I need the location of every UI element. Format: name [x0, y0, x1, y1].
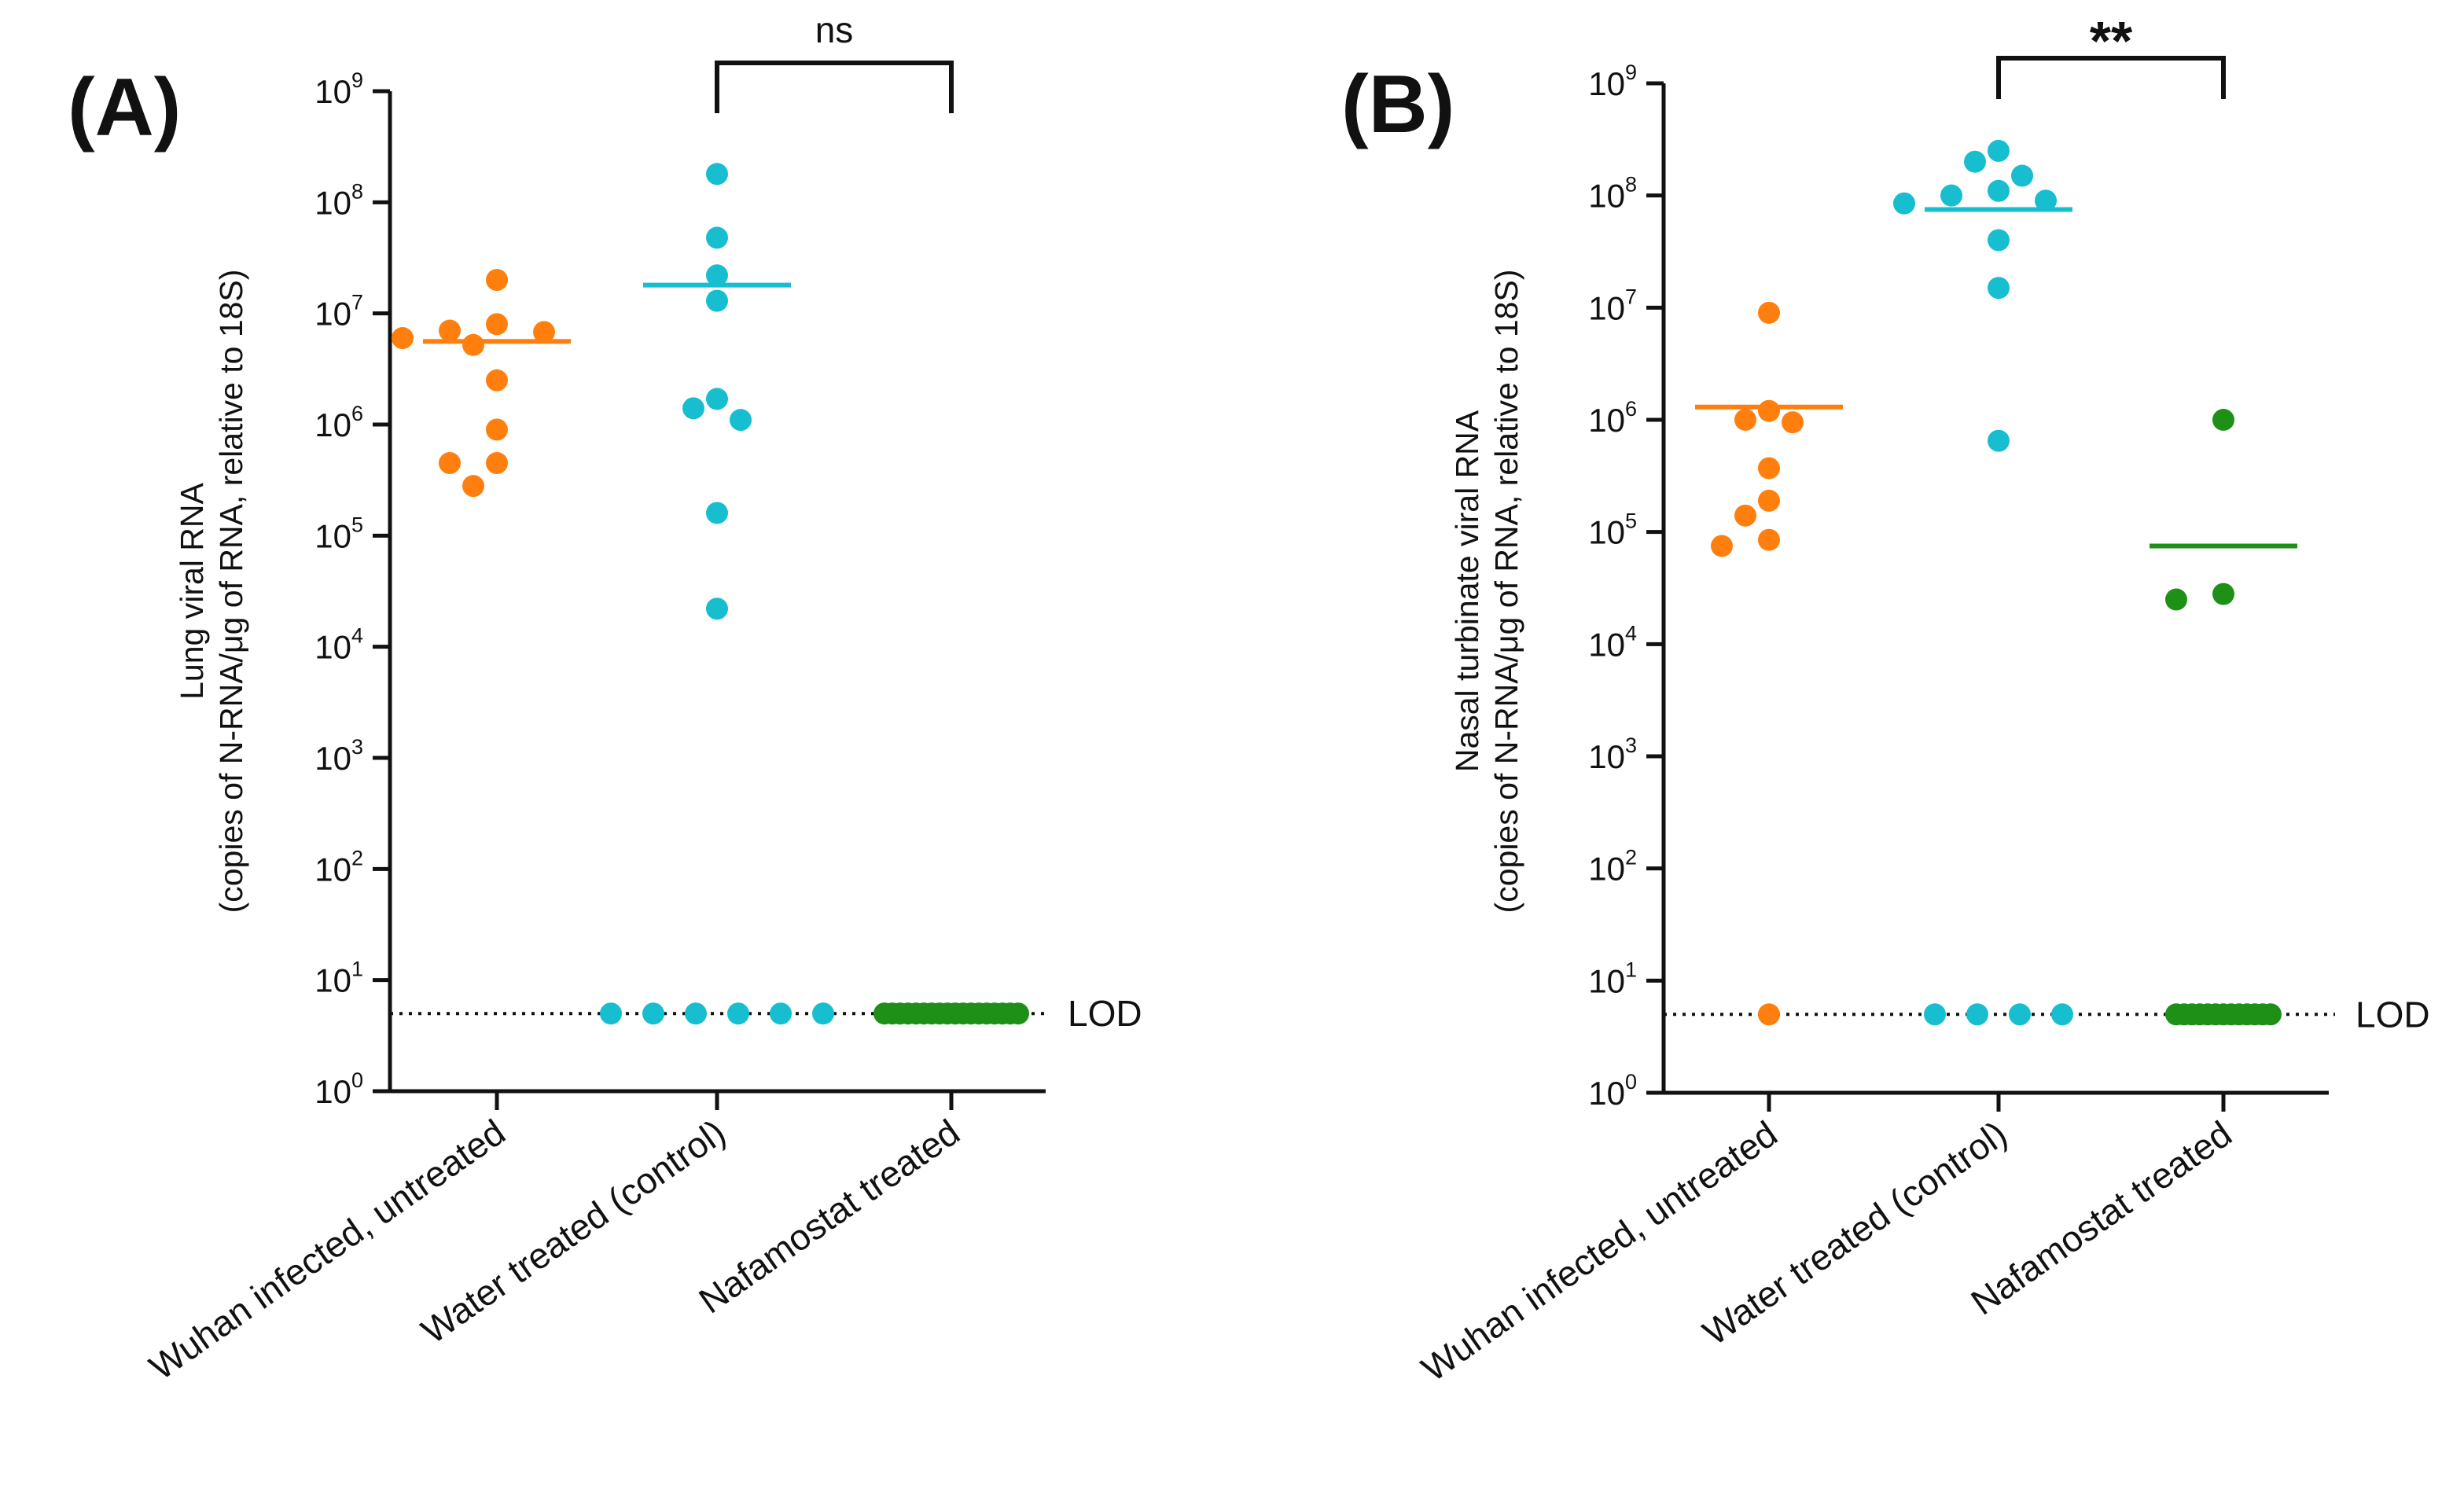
y-axis-title: Nasal turbinate viral RNA: [1449, 410, 1485, 772]
data-point: [1964, 150, 1986, 173]
data-point: [1966, 1003, 1988, 1026]
y-tick-label: 109: [314, 68, 363, 110]
series-untreated: [1695, 301, 1843, 1026]
data-point: [1988, 229, 2010, 252]
data-point: [642, 1002, 664, 1025]
significance-label: **: [2090, 10, 2133, 72]
data-point: [1758, 1003, 1780, 1026]
y-tick-label: 102: [314, 846, 363, 888]
data-point: [1711, 535, 1733, 557]
data-point: [462, 333, 484, 356]
data-point: [533, 321, 555, 344]
data-point: [706, 388, 728, 410]
data-point: [486, 418, 508, 441]
data-point: [1758, 457, 1780, 480]
y-tick-label: 105: [1588, 509, 1637, 551]
data-point: [2051, 1003, 2073, 1026]
y-tick-label: 107: [314, 291, 363, 333]
series-nafamostat: [873, 1002, 1029, 1025]
y-tick-label: 109: [1588, 61, 1637, 102]
y-axis-title: Lung viral RNA: [174, 482, 210, 699]
y-tick-label: 104: [314, 624, 363, 666]
data-point: [706, 163, 728, 186]
data-point: [486, 269, 508, 292]
data-point: [392, 327, 414, 350]
data-point: [706, 597, 728, 620]
y-tick-label: 106: [314, 402, 363, 443]
y-tick-label: 103: [1588, 733, 1637, 775]
data-point: [1782, 411, 1804, 434]
data-point: [2009, 1003, 2031, 1026]
data-point: [462, 475, 484, 498]
series-nafamostat: [2150, 409, 2297, 1026]
y-tick-label: 108: [1588, 173, 1637, 215]
data-point: [1758, 301, 1780, 324]
data-point: [1924, 1003, 1946, 1026]
significance-bracket: [715, 61, 954, 113]
data-point: [770, 1002, 792, 1025]
data-point: [2212, 583, 2234, 605]
data-point: [486, 452, 508, 475]
significance-label: ns: [815, 9, 854, 50]
data-point: [486, 313, 508, 336]
series-control: [600, 163, 834, 1025]
lod-label: LOD: [1068, 993, 1142, 1034]
data-point: [1893, 192, 1915, 215]
data-point: [439, 452, 461, 475]
chart-panel-a: (A) 100 101 102 103 104 105 106 107 108 109 Lung vi…: [68, 9, 1142, 1388]
data-point: [2011, 164, 2033, 187]
y-tick-label: 103: [314, 735, 363, 777]
data-point: [1758, 399, 1780, 422]
data-point: [812, 1002, 834, 1025]
y-tick-label: 105: [314, 513, 363, 554]
data-point: [685, 1002, 707, 1025]
y-tick-label: 101: [1588, 958, 1637, 999]
data-point: [1007, 1002, 1029, 1025]
data-point: [2260, 1003, 2282, 1026]
data-point: [1734, 409, 1756, 431]
series-control: [1893, 139, 2073, 1026]
x-category-label: Wuhan infected, untreated: [1414, 1113, 1785, 1390]
series-untreated: [392, 269, 571, 498]
data-point: [1988, 277, 2010, 300]
data-point: [706, 226, 728, 249]
panel-label: (A): [68, 62, 181, 153]
y-tick-label: 107: [1588, 285, 1637, 326]
data-point: [1988, 429, 2010, 452]
x-category-label: Wuhan infected, untreated: [142, 1112, 513, 1388]
data-point: [706, 502, 728, 524]
y-tick-label: 104: [1588, 621, 1637, 663]
data-point: [439, 319, 461, 342]
y-axis-subtitle: (copies of N-RNA/μg of RNA, relative to …: [213, 270, 249, 914]
data-point: [706, 289, 728, 312]
data-point: [1758, 489, 1780, 512]
data-point: [600, 1002, 622, 1025]
y-tick-label: 108: [314, 179, 363, 221]
data-point: [730, 409, 752, 432]
panel-label: (B): [1341, 59, 1454, 150]
x-category-label: Nafamostat treated: [691, 1112, 966, 1322]
data-point: [706, 264, 728, 287]
data-point: [2035, 189, 2057, 212]
data-point: [727, 1002, 749, 1025]
data-point: [1940, 184, 1962, 207]
data-point: [1734, 504, 1756, 527]
lod-label: LOD: [2356, 994, 2430, 1035]
chart-panel-b: (B) 100 101 102 103 104 105 106 107 108 109 Nasal t…: [1341, 10, 2430, 1389]
data-point: [486, 369, 508, 392]
y-tick-label: 101: [314, 958, 363, 999]
data-point: [2212, 409, 2234, 431]
data-point: [682, 397, 704, 420]
y-tick-label: 100: [314, 1068, 363, 1110]
y-tick-label: 102: [1588, 846, 1637, 888]
data-point: [1988, 179, 2010, 202]
significance-bracket: [1996, 56, 2226, 99]
data-point: [1758, 528, 1780, 551]
y-axis-subtitle: (copies of N-RNA/μg of RNA, relative to …: [1488, 270, 1524, 914]
data-point: [2165, 588, 2187, 611]
data-point: [1988, 139, 2010, 162]
y-tick-label: 100: [1588, 1070, 1637, 1112]
y-tick-label: 106: [1588, 397, 1637, 439]
